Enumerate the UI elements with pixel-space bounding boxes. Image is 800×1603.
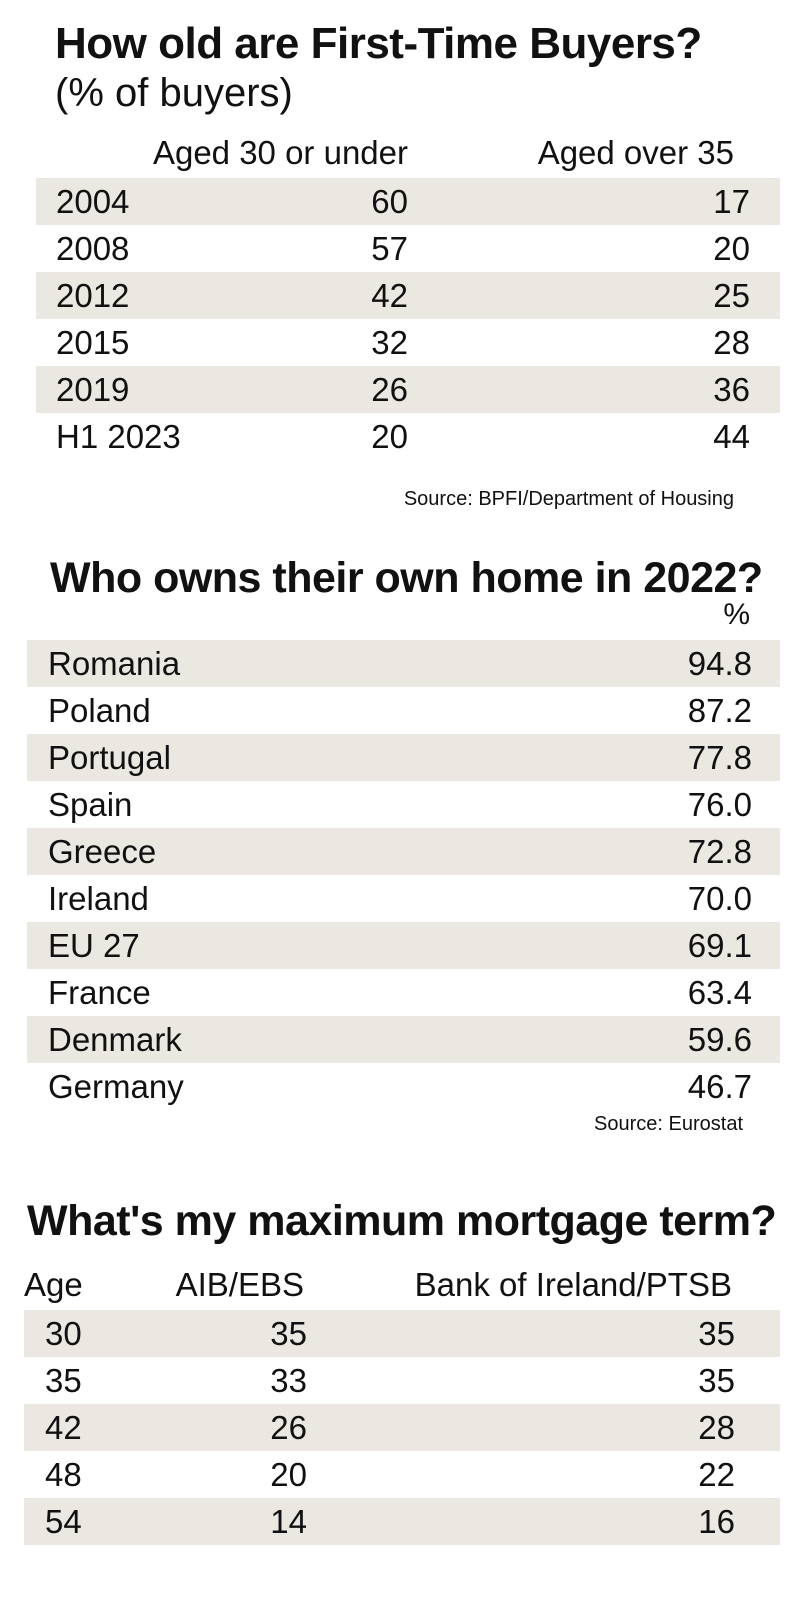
ftb-row: 2004 60 17 <box>36 178 780 225</box>
ownership-row: Ireland 70.0 <box>27 875 780 922</box>
ownership-country: France <box>48 974 151 1011</box>
ownership-country: Poland <box>48 692 151 729</box>
ftb-row: H1 2023 20 44 <box>36 413 780 460</box>
ftb-over-35-value: 36 <box>713 371 750 408</box>
ownership-pct: 63.4 <box>687 974 752 1011</box>
mortgage-aib-value: 20 <box>270 1456 307 1493</box>
ftb-under-30-value: 20 <box>371 418 408 455</box>
mortgage-aib-value: 33 <box>270 1362 307 1399</box>
ownership-row: EU 27 69.1 <box>27 922 780 969</box>
ownership-country: Portugal <box>48 739 171 776</box>
ownership-country: Germany <box>48 1068 184 1105</box>
ftb-under-30-value: 60 <box>371 183 408 220</box>
ownership-row: Poland 87.2 <box>27 687 780 734</box>
ftb-row: 2015 32 28 <box>36 319 780 366</box>
ftb-source: Source: BPFI/Department of Housing <box>403 488 734 510</box>
mortgage-row: 48 20 22 <box>24 1451 780 1498</box>
mortgage-title: What's my maximum mortgage term? <box>27 1197 777 1245</box>
mortgage-row: 54 14 16 <box>24 1498 780 1545</box>
mortgage-age: 48 <box>45 1456 82 1493</box>
ftb-title: How old are First-Time Buyers? <box>55 19 702 68</box>
ownership-row: Romania 94.8 <box>27 640 780 687</box>
ownership-title: Who owns their own home in 2022? <box>50 554 763 602</box>
ownership-country: Greece <box>48 833 157 870</box>
ftb-under-30-value: 57 <box>371 230 408 267</box>
ftb-year: 2004 <box>56 183 130 220</box>
ftb-under-30-value: 42 <box>371 277 408 314</box>
ftb-year: 2008 <box>56 230 130 267</box>
ownership-pct: 87.2 <box>687 692 752 729</box>
ftb-over-35-value: 25 <box>713 277 750 314</box>
ftb-col-header-under-30: Aged 30 or under <box>152 134 408 171</box>
ownership-pct: 69.1 <box>687 927 752 964</box>
mortgage-row: 30 35 35 <box>24 1310 780 1357</box>
ftb-year: 2015 <box>56 324 130 361</box>
ftb-under-30-value: 26 <box>371 371 408 408</box>
ownership-pct: 70.0 <box>687 880 752 917</box>
ownership-source: Source: Eurostat <box>594 1113 743 1135</box>
ftb-under-30-value: 32 <box>371 324 408 361</box>
mortgage-age: 35 <box>45 1362 82 1399</box>
ftb-subtitle: (% of buyers) <box>55 71 293 115</box>
ownership-row: Germany 46.7 <box>27 1063 780 1110</box>
mortgage-boi-value: 16 <box>698 1503 735 1540</box>
ftb-row: 2012 42 25 <box>36 272 780 319</box>
mortgage-col-header-age: Age <box>24 1266 83 1303</box>
mortgage-col-header-boi: Bank of Ireland/PTSB <box>414 1266 732 1303</box>
ownership-row: Portugal 77.8 <box>27 734 780 781</box>
ownership-country: Denmark <box>48 1021 182 1058</box>
mortgage-age: 54 <box>45 1503 82 1540</box>
ownership-pct: 72.8 <box>687 833 752 870</box>
ownership-pct: 59.6 <box>687 1021 752 1058</box>
ownership-country: EU 27 <box>48 927 140 964</box>
ftb-over-35-value: 17 <box>713 183 750 220</box>
ftb-over-35-value: 28 <box>713 324 750 361</box>
mortgage-aib-value: 35 <box>270 1315 307 1352</box>
ftb-over-35-value: 44 <box>713 418 750 455</box>
ownership-pct: 94.8 <box>687 645 752 682</box>
ownership-pct: 76.0 <box>687 786 752 823</box>
ownership-row: France 63.4 <box>27 969 780 1016</box>
ftb-row: 2008 57 20 <box>36 225 780 272</box>
ownership-pct: 77.8 <box>687 739 752 776</box>
mortgage-row: 35 33 35 <box>24 1357 780 1404</box>
mortgage-aib-value: 26 <box>270 1409 307 1446</box>
ownership-row: Spain 76.0 <box>27 781 780 828</box>
mortgage-age: 42 <box>45 1409 82 1446</box>
ftb-row: 2019 26 36 <box>36 366 780 413</box>
ownership-unit-header: % <box>723 598 750 631</box>
ownership-pct: 46.7 <box>687 1068 752 1105</box>
ftb-year: 2019 <box>56 371 130 408</box>
ownership-country: Ireland <box>48 880 149 917</box>
ftb-over-35-value: 20 <box>713 230 750 267</box>
mortgage-boi-value: 35 <box>698 1362 735 1399</box>
ownership-row: Greece 72.8 <box>27 828 780 875</box>
mortgage-boi-value: 22 <box>698 1456 735 1493</box>
mortgage-boi-value: 28 <box>698 1409 735 1446</box>
mortgage-row: 42 26 28 <box>24 1404 780 1451</box>
ftb-year: H1 2023 <box>56 418 181 455</box>
mortgage-col-header-aib: AIB/EBS <box>175 1266 304 1303</box>
ownership-row: Denmark 59.6 <box>27 1016 780 1063</box>
ownership-country: Romania <box>48 645 181 682</box>
ftb-col-header-over-35: Aged over 35 <box>537 134 734 171</box>
mortgage-age: 30 <box>45 1315 82 1352</box>
mortgage-aib-value: 14 <box>270 1503 307 1540</box>
ftb-year: 2012 <box>56 277 130 314</box>
ownership-country: Spain <box>48 786 133 823</box>
mortgage-boi-value: 35 <box>698 1315 735 1352</box>
